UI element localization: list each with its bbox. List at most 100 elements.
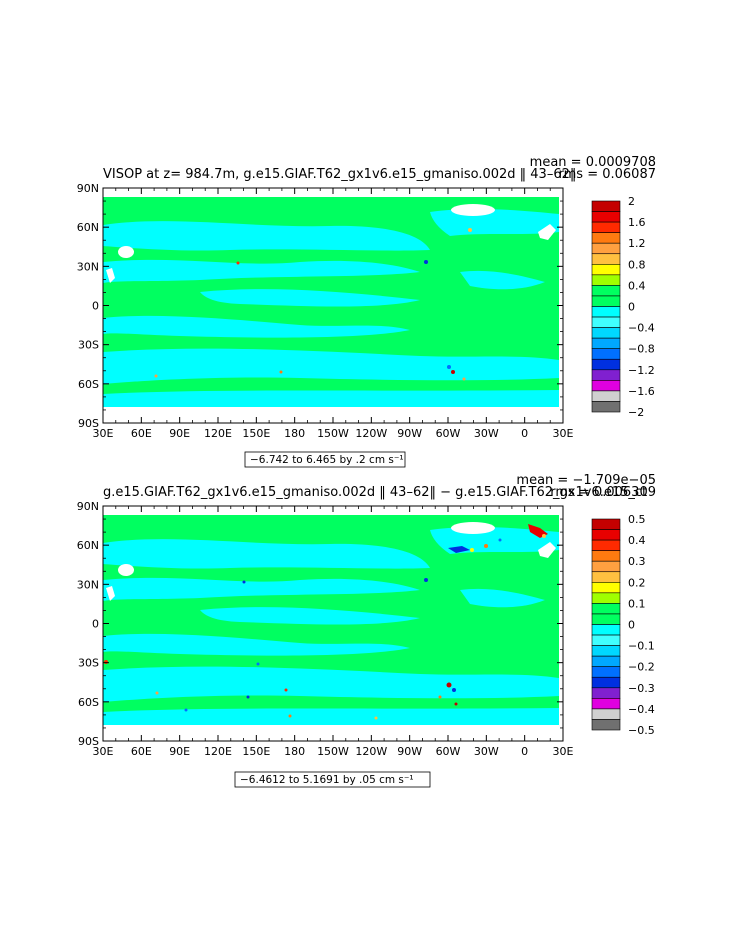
x-tick-label: 30E — [93, 427, 114, 440]
contour-range-label: −6.742 to 6.465 by .2 cm s⁻¹ — [250, 454, 404, 466]
colorbar-label: −0.5 — [628, 724, 655, 737]
y-tick-label: 30S — [78, 339, 99, 352]
panel-difference: mean = −1.709e−05 rms = 0.006309 g.e15.G… — [77, 473, 656, 788]
x-tick-label: 120W — [355, 427, 387, 440]
colorbar-swatch — [591, 295, 621, 307]
colorbar-swatch — [591, 337, 621, 349]
colorbar-swatch — [591, 708, 621, 720]
x-tick-label: 150W — [317, 427, 349, 440]
x-tick-label: 120W — [355, 745, 387, 758]
colorbar-swatch — [591, 327, 621, 339]
colorbar-swatch — [591, 634, 621, 646]
x-tick-label: 120E — [204, 745, 232, 758]
colorbar-swatch — [591, 676, 621, 689]
x-tick-label: 30E — [93, 745, 114, 758]
plot-title: g.e15.GIAF.T62_gx1v6.e15_gmaniso.002d ‖ … — [103, 485, 647, 500]
colorbar-swatch — [591, 306, 621, 318]
colorbar-label: −0.3 — [628, 682, 655, 695]
x-tick-label: 30E — [553, 427, 574, 440]
colorbar-label: −2 — [628, 406, 644, 419]
colorbar-swatch — [591, 348, 621, 360]
colorbar-swatch — [591, 358, 621, 371]
colorbar-swatch — [591, 603, 621, 615]
x-tick-label: 180 — [284, 745, 305, 758]
y-tick-label: 30S — [78, 657, 99, 670]
mean-readout: mean = −1.709e−05 — [516, 473, 656, 488]
colorbar-label: −0.4 — [628, 703, 655, 716]
x-tick-label: 90E — [169, 427, 190, 440]
x-tick-label: 30W — [474, 745, 499, 758]
colorbar-label: 0.4 — [628, 279, 646, 292]
colorbar-swatch — [591, 560, 621, 573]
colorbar: 2 1.6 1.2 0.8 0.4 0 −0.4 −0.8 −1.2 −1.6 −2 — [591, 195, 655, 419]
colorbar-swatch — [591, 285, 621, 297]
y-tick-label: 60N — [77, 221, 99, 234]
colorbar-label: 1.2 — [628, 237, 646, 250]
colorbar-swatch — [591, 274, 621, 286]
y-tick-label: 30N — [77, 260, 99, 273]
x-tick-label: 90E — [169, 745, 190, 758]
colorbar-swatch — [591, 613, 621, 625]
x-tick-label: 0 — [521, 745, 528, 758]
colorbar-swatch — [591, 698, 621, 710]
colorbar-label: 0.5 — [628, 513, 646, 526]
colorbar-swatch — [591, 529, 621, 541]
mean-readout: mean = 0.0009708 — [530, 155, 656, 170]
x-tick-label: 150E — [242, 745, 270, 758]
colorbar-label: 2 — [628, 195, 635, 208]
y-tick-label: 90N — [77, 500, 99, 513]
colorbar-label: 0.2 — [628, 576, 646, 589]
colorbar-swatch — [591, 242, 621, 255]
colorbar-label: 0.8 — [628, 258, 646, 271]
map-frame: 30E 60E 90E 120E 150E 180 150W 120W 90W 60W 30W 0 30… — [77, 500, 574, 758]
colorbar-swatch — [591, 221, 621, 233]
colorbar-swatch — [591, 316, 621, 328]
map-frame: 30E 60E 90E 120E 150E 180 150W 120W 90W 60W 30W 0 30… — [77, 182, 574, 440]
x-tick-label: 0 — [521, 427, 528, 440]
y-tick-label: 30N — [77, 578, 99, 591]
colorbar: 0.5 0.4 0.3 0.2 0.1 0 −0.1 −0.2 −0.3 −0.4 −0.5 — [591, 513, 655, 737]
x-tick-label: 60E — [131, 745, 152, 758]
panel-visop: mean = 0.0009708 rms = 0.06087 VISOP at … — [77, 155, 656, 468]
y-tick-label: 90S — [78, 417, 99, 430]
map-field — [103, 506, 563, 741]
map-field — [103, 188, 563, 423]
colorbar-label: −1.6 — [628, 385, 655, 398]
x-tick-label: 30W — [474, 427, 499, 440]
x-tick-label: 90W — [397, 745, 422, 758]
colorbar-swatch — [591, 390, 621, 402]
colorbar-swatch — [591, 518, 621, 530]
x-tick-label: 180 — [284, 427, 305, 440]
rms-readout: rms = 0.006309 — [550, 485, 656, 500]
x-tick-label: 60E — [131, 427, 152, 440]
colorbar-swatch — [591, 550, 621, 562]
colorbar-swatch — [591, 380, 621, 392]
colorbar-swatch — [591, 581, 621, 594]
colorbar-swatch — [591, 263, 621, 276]
colorbar-label: −0.8 — [628, 343, 655, 356]
colorbar-label: 0.1 — [628, 597, 646, 610]
x-tick-label: 150E — [242, 427, 270, 440]
y-tick-label: 60N — [77, 539, 99, 552]
x-tick-label: 90W — [397, 427, 422, 440]
colorbar-swatch — [591, 401, 621, 413]
colorbar-swatch — [591, 624, 621, 636]
x-tick-label: 60W — [436, 745, 461, 758]
x-tick-label: 60W — [436, 427, 461, 440]
colorbar-swatch — [591, 369, 621, 381]
colorbar-label: 1.6 — [628, 216, 646, 229]
colorbar-swatch — [591, 687, 621, 699]
colorbar-label: 0.4 — [628, 534, 646, 547]
colorbar-swatch — [591, 592, 621, 604]
x-tick-label: 30E — [553, 745, 574, 758]
colorbar-label: −0.2 — [628, 661, 655, 674]
colorbar-swatch — [591, 539, 621, 551]
colorbar-label: 0 — [628, 619, 635, 632]
colorbar-swatch — [591, 655, 621, 668]
contour-range-box: −6.4612 to 5.1691 by .05 cm s⁻¹ — [234, 771, 431, 788]
colorbar-swatch — [591, 232, 621, 244]
colorbar-label: 0 — [628, 301, 635, 314]
colorbar-label: 0.3 — [628, 555, 646, 568]
rms-readout: rms = 0.06087 — [559, 167, 656, 182]
